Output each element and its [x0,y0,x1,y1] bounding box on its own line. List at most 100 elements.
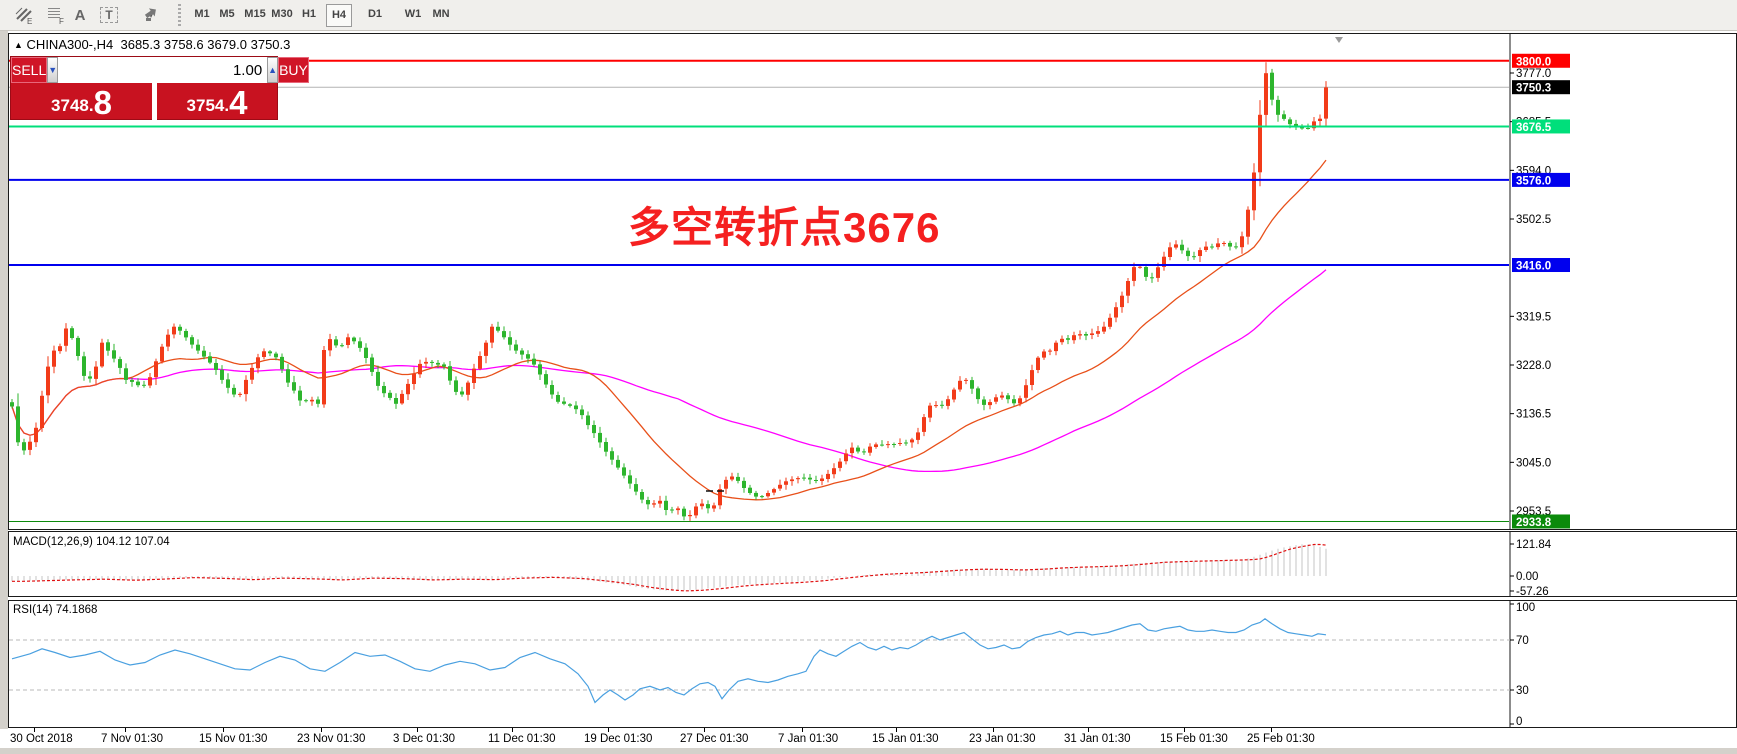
svg-text:F: F [59,17,64,25]
price-badge-3576.0 [1512,172,1570,187]
svg-text:3136.5: 3136.5 [1516,409,1551,421]
svg-text:3750.3: 3750.3 [1516,83,1551,95]
text-label-glyph: A [74,6,86,24]
buy-button[interactable]: BUY [278,57,309,83]
ma-slow-line [11,269,1327,473]
price-badge-3416.0 [1512,258,1570,273]
svg-text:100: 100 [1516,602,1535,614]
svg-text:2933.8: 2933.8 [1516,517,1552,529]
svg-text:0: 0 [1516,716,1522,728]
ohlc-values: 3685.3 3758.6 3679.0 3750.3 [120,37,291,52]
time-label: 30 Oct 2018 [10,733,73,745]
toolbar-separator [178,4,181,26]
price-badge-3750.3 [1512,80,1570,95]
rsi-axis-labels: 100 70 30 0 [1510,602,1535,728]
time-tick [1184,728,1185,732]
macd-signal-line [12,543,1327,592]
chart-properties-glyph: E [15,7,32,25]
time-axis[interactable]: 30 Oct 2018 7 Nov 01:30 15 Nov 01:30 23 Nov… [0,728,1737,748]
time-tick [1088,728,1089,732]
bid-big-digit: 8 [93,84,112,121]
chart-properties-icon[interactable]: E [6,3,32,27]
rsi-label: RSI(14) 74.1868 [13,604,98,616]
time-tick [608,728,609,732]
text-label-icon[interactable]: A [68,3,92,27]
svg-text:3502.5: 3502.5 [1516,214,1551,226]
svg-text:3319.5: 3319.5 [1516,311,1551,323]
bid-main: 3748 [51,96,89,115]
ask-point: . [224,96,230,115]
timeframe-button-M15[interactable]: M15 [244,8,266,20]
ma-fast-line [11,159,1327,501]
time-tick [321,728,322,732]
svg-text:3045.0: 3045.0 [1516,457,1551,469]
time-tick [417,728,418,732]
time-label: 7 Nov 01:30 [101,733,164,745]
symbol-name: CHINA300-,H4 [26,37,114,52]
symbol-marker-icon: ▲ [14,40,23,50]
chart-header: ▲ CHINA300-,H4 3685.3 3758.6 3679.0 3750… [14,37,290,52]
quote-divider [152,83,157,121]
svg-text:3228.0: 3228.0 [1516,360,1551,372]
volume-input[interactable] [58,57,268,83]
time-tick [512,728,513,732]
candles [10,62,1328,521]
timeframe-button-MN[interactable]: MN [432,8,450,20]
macd-label: MACD(12,26,9) 104.12 107.04 [13,536,170,548]
text-box-icon[interactable]: T [97,3,121,27]
macd-panel-border [8,531,1737,597]
timeframe-button-W1[interactable]: W1 [404,8,422,20]
one-click-trading-panel: SELL ▼ ▲ BUY 3748 . 8 3754 . 4 [10,56,309,121]
time-label: 3 Dec 01:30 [393,733,456,745]
time-label: 19 Dec 01:30 [584,733,653,745]
svg-text:3676.5: 3676.5 [1516,122,1552,134]
time-tick [34,728,35,732]
chart-shift-marker-icon [1335,37,1343,43]
time-tick [993,728,994,732]
ask-price[interactable]: 3754 . 4 [157,83,277,121]
shapes-glyph [144,8,156,21]
bid-price[interactable]: 3748 . 8 [11,83,152,121]
time-label: 27 Dec 01:30 [680,733,749,745]
price-badge-2933.8 [1512,514,1570,529]
timeframe-button-D1[interactable]: D1 [367,8,383,20]
time-label: 23 Nov 01:30 [297,733,366,745]
macd-axis-labels: 121.84 0.00 -57.26 [1510,539,1552,597]
grid-icon[interactable]: F [38,3,64,27]
grid-glyph: F [48,8,64,25]
text-box-glyph: T [100,7,118,23]
left-gutter [0,31,8,748]
price-badge-3800.0 [1512,53,1570,68]
timeframe-button-M1[interactable]: M1 [194,8,210,20]
sell-button[interactable]: SELL [11,57,48,83]
ask-big-digit: 4 [229,84,248,121]
ask-main: 3754 [186,96,225,115]
time-label: 15 Nov 01:30 [199,733,268,745]
price-badge-3676.5 [1512,119,1570,134]
svg-text:0.00: 0.00 [1516,571,1538,583]
volume-up-button[interactable]: ▲ [267,57,279,83]
volume-down-button[interactable]: ▼ [47,57,59,83]
rsi-line [11,618,1327,704]
time-label: 11 Dec 01:30 [488,733,556,745]
timeframe-button-H4[interactable]: H4 [326,4,352,27]
svg-text:3416.0: 3416.0 [1516,261,1551,273]
time-tick [125,728,126,732]
svg-text:3800.0: 3800.0 [1516,56,1551,68]
svg-text:3777.0: 3777.0 [1516,68,1551,80]
time-label: 25 Feb 01:30 [1247,733,1315,745]
price-axis-labels: 3777.03685.53594.03502.53319.53228.03136… [1510,53,1570,529]
timeframe-button-M30[interactable]: M30 [271,8,293,20]
time-tick [896,728,897,732]
timeframe-button-H1[interactable]: H1 [301,8,317,20]
bottom-strip [0,748,1737,754]
shapes-dropdown-icon[interactable]: ▾ [134,3,168,27]
time-label: 15 Feb 01:30 [1160,733,1228,745]
macd-panel-canvas[interactable]: 121.84 0.00 -57.26 [8,531,1737,597]
turning-point-annotation: 多空转折点3676 [628,204,941,251]
rsi-panel-canvas[interactable]: 100 70 30 0 [8,600,1737,728]
price-chart-canvas[interactable]: 3777.03685.53594.03502.53319.53228.03136… [8,33,1737,530]
timeframe-button-M5[interactable]: M5 [219,8,235,20]
quote-price-row: 3748 . 8 3754 . 4 [11,83,277,121]
main-panel-border [8,33,1737,530]
